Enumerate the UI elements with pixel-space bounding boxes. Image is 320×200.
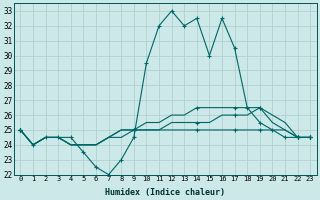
X-axis label: Humidex (Indice chaleur): Humidex (Indice chaleur)	[105, 188, 225, 197]
